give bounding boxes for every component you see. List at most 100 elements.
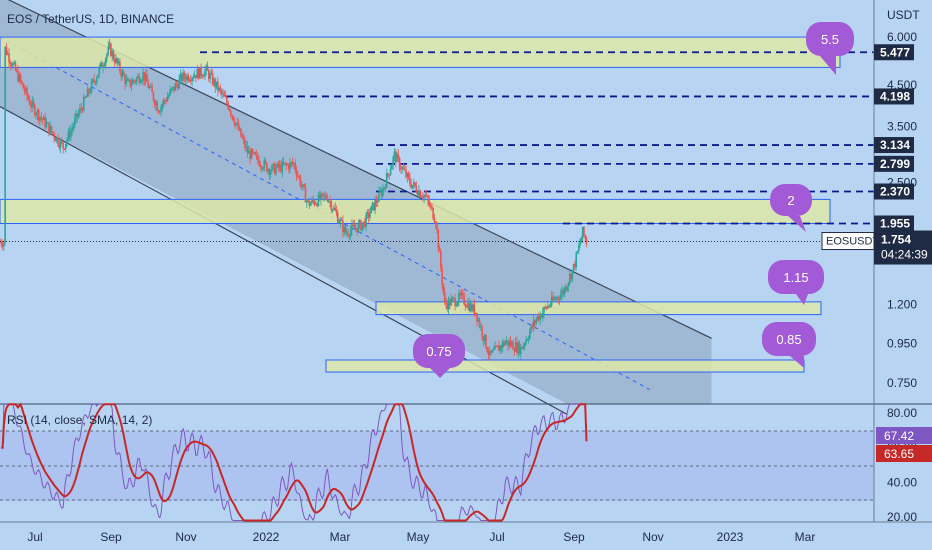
candle-body (166, 97, 169, 102)
candle-body (22, 83, 25, 89)
symbol-tag-bg (821, 232, 875, 251)
candle-body (44, 116, 46, 128)
candle-body (370, 206, 373, 214)
candle-body (403, 169, 406, 171)
candle-body (452, 298, 455, 299)
candle-body (316, 203, 318, 207)
candle-body (559, 294, 562, 300)
candle-body (373, 202, 375, 211)
candle-body (266, 162, 268, 172)
candle-body (539, 314, 541, 321)
candle-body (268, 169, 271, 175)
annotation-bubble-2[interactable]: 2 (770, 184, 812, 232)
candle-body (490, 350, 492, 353)
zone-3[interactable] (375, 301, 822, 316)
candle-body (343, 226, 345, 233)
bubble-body (770, 184, 812, 216)
candle-body (139, 81, 142, 83)
symbol-tag[interactable]: EOSUSDT (821, 232, 879, 251)
rsi-tick-label: 20.00 (887, 510, 917, 524)
annotation-bubble-1[interactable]: 5.5 (806, 22, 854, 75)
candle-body (57, 136, 59, 145)
zone-4[interactable] (325, 359, 805, 373)
candle-body (547, 305, 549, 309)
candle-body (321, 193, 324, 195)
candle-body (58, 144, 61, 148)
candle-body (246, 146, 249, 154)
candle-body (518, 342, 521, 355)
candle-body (180, 74, 183, 81)
candle-body (353, 225, 356, 229)
candle-body (111, 51, 113, 57)
candle-body (311, 199, 313, 204)
candle-body (55, 136, 58, 141)
candle-body (535, 319, 538, 324)
candle-body (510, 342, 513, 346)
candle-body (575, 252, 578, 268)
candle-body (206, 65, 209, 71)
candle-body (436, 224, 438, 230)
rsi-label: RSI (14, close, SMA, 14, 2) (7, 413, 152, 427)
candle-body (295, 169, 298, 176)
price-tick-label: 4.500 (887, 78, 917, 92)
candle-body (338, 222, 340, 224)
candle-body (427, 195, 429, 201)
current-price-tag[interactable]: 1.754 04:24:39 (874, 230, 932, 265)
candle-body (544, 307, 547, 309)
annotation-bubble-5[interactable]: 0.75 (413, 334, 465, 378)
candle-body (227, 102, 229, 109)
candle-body (6, 53, 9, 55)
candle-body (15, 70, 18, 72)
candle-body (244, 139, 246, 148)
candle-body (94, 81, 97, 83)
candle-body (384, 187, 387, 189)
candle-body (326, 198, 329, 202)
candle-body (222, 93, 224, 95)
candle-body (543, 307, 545, 313)
bubble-tail (796, 294, 808, 305)
annotation-bubbles[interactable]: 5.5 2 1.15 0.85 0.75 (413, 22, 854, 378)
candle-body (356, 228, 358, 233)
candle-body (565, 287, 567, 291)
candle-body (148, 87, 151, 89)
candle-body (153, 100, 156, 106)
rsi-value: 67.42 (884, 429, 914, 443)
candle-body (344, 226, 347, 234)
candle-body (161, 103, 164, 107)
candle-body (233, 121, 236, 126)
candle-body (98, 67, 101, 75)
zone-2[interactable] (0, 198, 831, 224)
candle-body (293, 163, 295, 165)
candle-body (324, 195, 326, 197)
bubble-label: 0.75 (426, 344, 451, 359)
candle-body (371, 202, 374, 207)
candle-body (584, 235, 587, 239)
candle-body (548, 305, 550, 307)
candle-body (262, 168, 264, 170)
candle-body (348, 235, 351, 237)
candle-body (398, 157, 401, 169)
candle-body (89, 91, 92, 93)
candle-body (195, 75, 197, 78)
candle-body (313, 201, 316, 205)
candle-body (519, 346, 522, 355)
candle-body (13, 62, 15, 64)
candle-body (183, 72, 186, 78)
candle-body (570, 274, 572, 280)
candle-body (215, 81, 218, 88)
annotation-bubble-4[interactable]: 0.85 (762, 322, 816, 368)
candle-body (144, 74, 147, 81)
candle-body (358, 220, 361, 224)
annotation-bubble-3[interactable]: 1.15 (768, 260, 824, 305)
candle-body (296, 175, 299, 177)
candle-body (178, 78, 180, 89)
candle-body (431, 205, 433, 208)
candle-body (68, 131, 71, 138)
candle-body (476, 313, 478, 322)
candle-body (501, 341, 504, 349)
candle-body (374, 200, 376, 211)
candle-body (322, 193, 325, 196)
candle-body (240, 128, 242, 137)
candle-body (211, 73, 214, 85)
